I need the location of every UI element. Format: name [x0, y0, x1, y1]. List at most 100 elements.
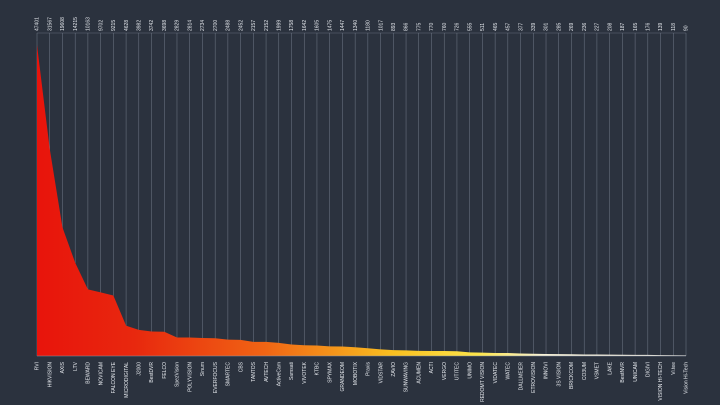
- value-label: 1340: [353, 20, 359, 31]
- category-label: Sinum: [200, 362, 206, 376]
- value-label: 893: [391, 22, 397, 31]
- value-label: 1758: [289, 20, 295, 31]
- value-label: 2452: [238, 20, 244, 31]
- category-label: VERGO: [442, 362, 448, 380]
- value-label: 47401: [35, 17, 41, 31]
- grid-lines: [36, 32, 687, 356]
- value-label: 1180: [366, 20, 372, 31]
- value-label: 1447: [340, 20, 346, 31]
- value-label: 2814: [187, 20, 193, 31]
- category-label: REDOMT VISION: [480, 362, 486, 402]
- value-label: 3982: [137, 20, 143, 31]
- value-label: 269: [569, 22, 575, 31]
- category-label: MICRODIGITAL: [124, 362, 130, 398]
- category-label: DIGIVI: [646, 362, 652, 377]
- value-label: 866: [404, 22, 410, 31]
- category-label: AXIS: [60, 361, 66, 373]
- value-label: 2157: [251, 20, 257, 31]
- value-label: 465: [493, 22, 499, 31]
- value-label: 176: [646, 22, 652, 31]
- category-label: AVTECH: [264, 362, 270, 382]
- value-label: 1605: [315, 20, 321, 31]
- category-label: SPYMAX: [327, 361, 333, 383]
- category-label: UNICAM: [633, 362, 639, 382]
- value-label: 3698: [162, 20, 168, 31]
- category-label: FELCO: [162, 362, 168, 379]
- category-label: BRICKCOM: [569, 362, 575, 389]
- category-label: POLYVISION: [187, 362, 193, 392]
- value-label: 227: [595, 22, 601, 31]
- category-label: WATEC: [506, 362, 512, 380]
- category-label: SMARTEC: [226, 362, 232, 387]
- category-labels: RVI HIKVISION AXIS LTV BEWARD NOVICAM FALCON E…: [35, 361, 690, 402]
- category-label: ACTI: [429, 362, 435, 373]
- category-label: BEWARD: [86, 362, 92, 384]
- value-label: 139: [658, 22, 664, 31]
- category-label: BestDVR: [149, 362, 155, 383]
- value-label: 31567: [47, 17, 53, 31]
- value-label: 236: [582, 22, 588, 31]
- value-label: 165: [633, 22, 639, 31]
- category-label: Samsati: [289, 362, 295, 380]
- value-label: 1642: [302, 20, 308, 31]
- value-label: 2152: [264, 20, 270, 31]
- category-label: EVERFOCUS: [213, 361, 219, 393]
- category-label: CBS: [238, 361, 244, 372]
- value-label: 301: [544, 22, 550, 31]
- category-label: J2000: [137, 362, 143, 376]
- value-label: 10163: [86, 17, 92, 31]
- value-label: 1017: [378, 20, 384, 31]
- value-labels: 47401 31567 19608 14215 10163 9702 9215 4628 398…: [35, 17, 690, 31]
- category-label: ZAVIO: [391, 362, 397, 377]
- category-label: HIKVISION: [47, 362, 53, 388]
- category-label: LAKE: [607, 361, 613, 374]
- category-label: INNOVI: [544, 362, 550, 379]
- category-label: VISION HI-TECH: [658, 362, 664, 401]
- value-label: 775: [416, 22, 422, 31]
- value-label: 285: [556, 22, 562, 31]
- category-label: RVI: [35, 362, 41, 370]
- category-label: VIVOTEK: [302, 361, 308, 383]
- category-label: TANTOS: [251, 361, 257, 381]
- category-label: Vi.tee: [671, 362, 677, 375]
- value-label: 2700: [213, 20, 219, 31]
- value-label: 14215: [73, 17, 79, 31]
- value-label: 187: [620, 22, 626, 31]
- value-label: 19608: [60, 17, 66, 31]
- value-label: 760: [442, 22, 448, 31]
- value-label: 2734: [200, 20, 206, 31]
- value-label: 4628: [124, 20, 130, 31]
- data-area: [37, 45, 686, 356]
- value-label: 3742: [149, 20, 155, 31]
- category-label: SpezVision: [175, 362, 181, 387]
- category-label: BestNVR: [620, 362, 626, 383]
- category-label: Vision Hi-Tech: [684, 362, 690, 394]
- category-label: UTITEC: [455, 362, 461, 380]
- category-label: VIDATEC: [493, 362, 499, 384]
- value-label: 511: [480, 23, 486, 31]
- value-label: 377: [518, 22, 524, 31]
- value-label: 118: [671, 23, 677, 31]
- value-label: 770: [429, 22, 435, 31]
- category-label: NOVICAM: [98, 362, 104, 385]
- category-label: GRANDEOM: [340, 362, 346, 391]
- value-label: 457: [506, 22, 512, 31]
- category-label: ETROVISION: [531, 362, 537, 393]
- value-label: 9215: [111, 20, 117, 31]
- category-label: FALCON EYE: [111, 361, 117, 393]
- value-label: 1999: [276, 20, 282, 31]
- category-label: DALLMEIER: [518, 362, 524, 391]
- category-label: 3S VISION: [556, 362, 562, 387]
- category-label: ActiveCam: [276, 362, 282, 386]
- value-label: 1475: [327, 20, 333, 31]
- value-label: 339: [531, 22, 537, 31]
- value-label: 2488: [226, 20, 232, 31]
- value-label: 555: [467, 22, 473, 31]
- category-label: Praxis: [366, 362, 372, 376]
- category-label: SUNWAVING: [404, 362, 410, 392]
- category-label: ACUMEN: [416, 362, 422, 384]
- category-label: VSMET: [595, 362, 601, 379]
- value-label: 208: [607, 22, 613, 31]
- value-label: 726: [455, 22, 461, 31]
